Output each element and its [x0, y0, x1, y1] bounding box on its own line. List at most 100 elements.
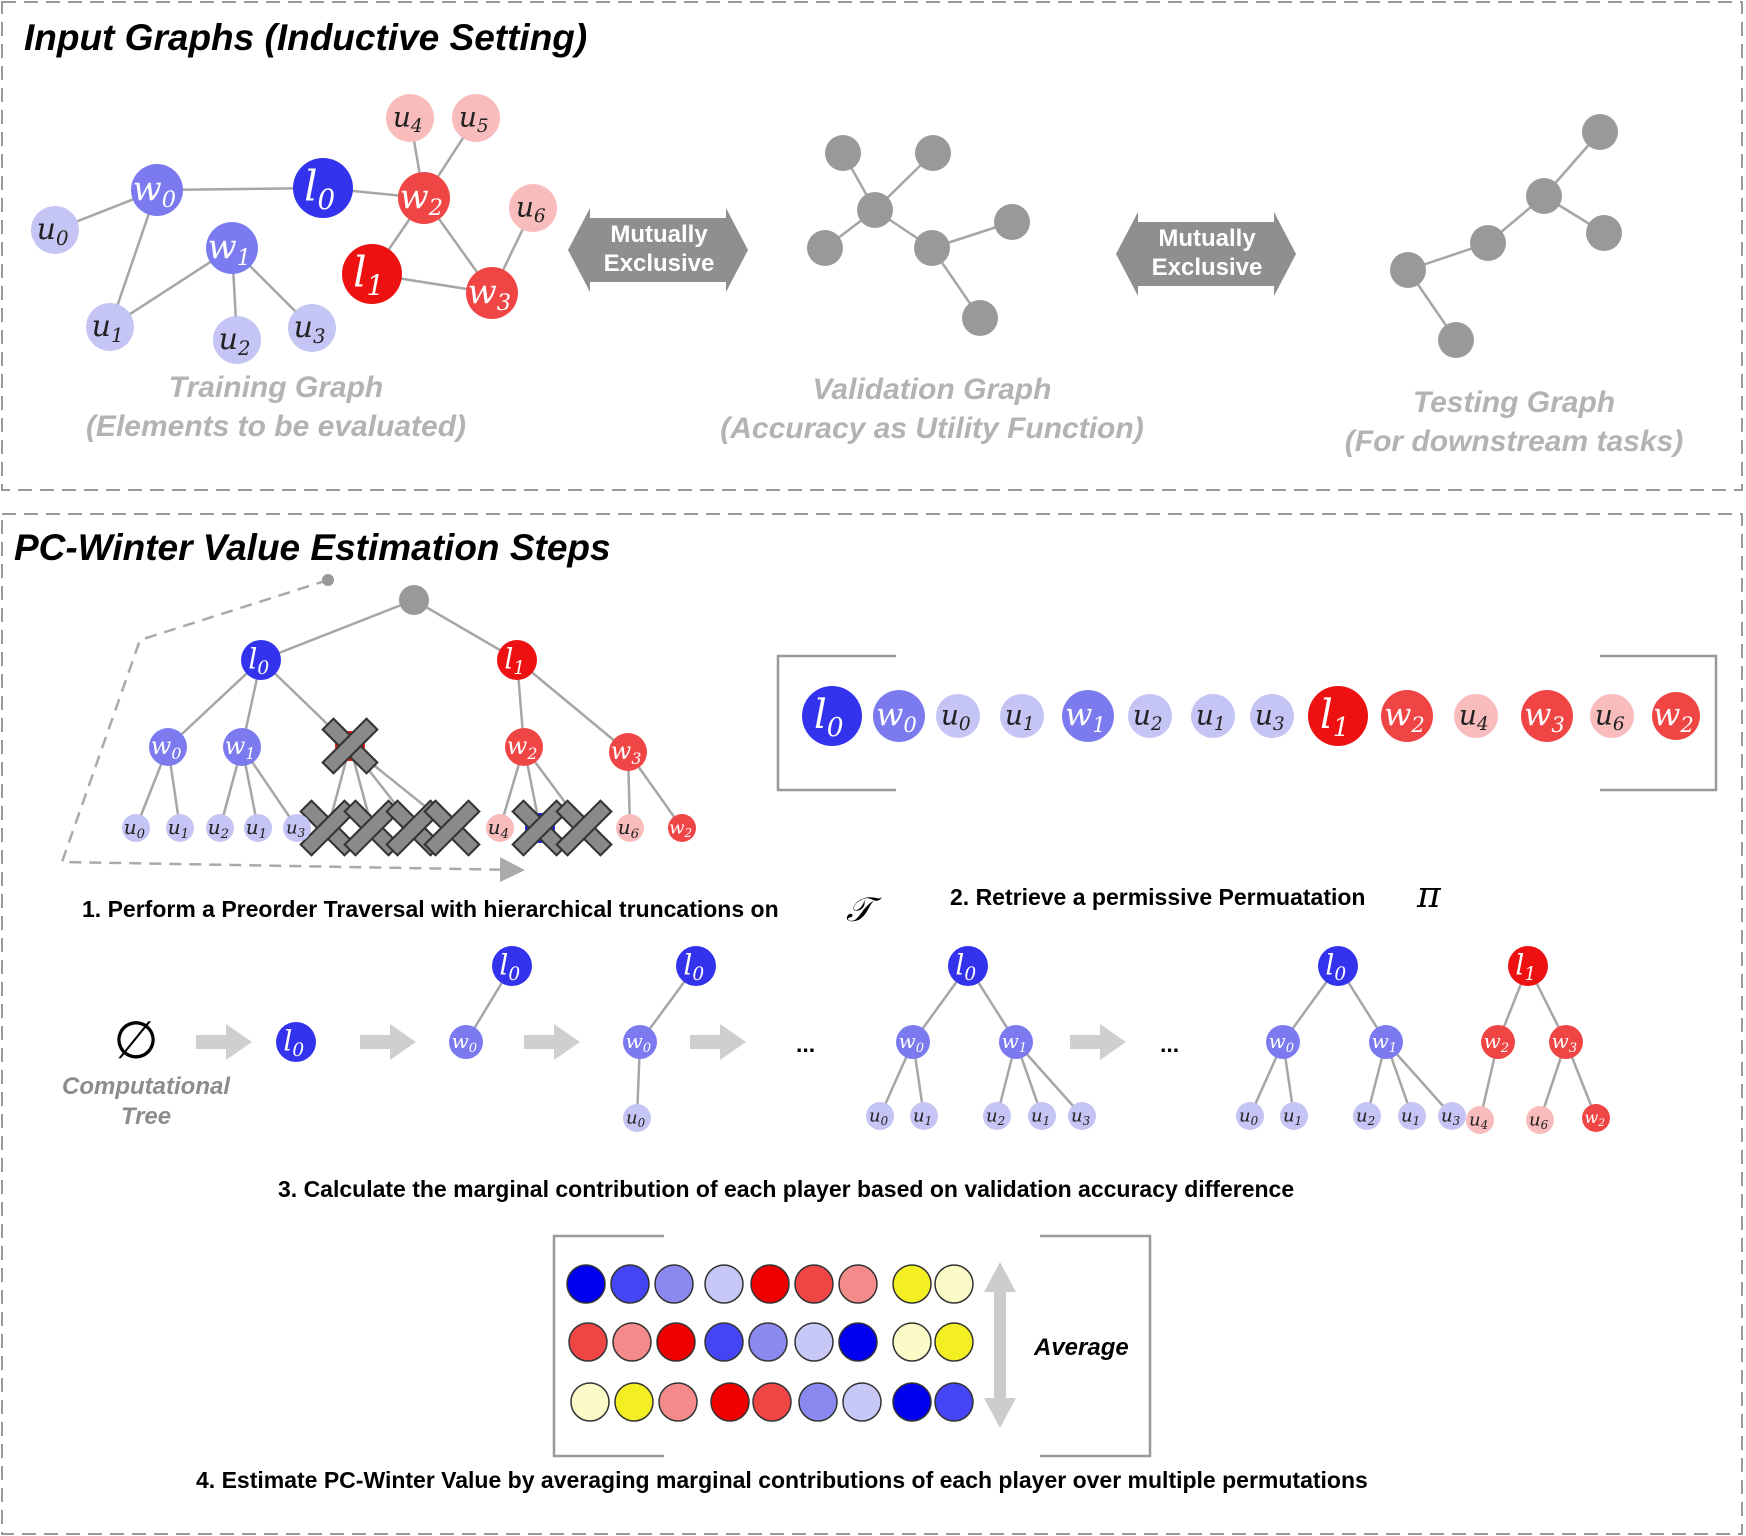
truncation-cross-icon	[423, 799, 481, 857]
validation-node-5	[994, 204, 1030, 240]
seq3-w0: w0	[623, 1025, 657, 1059]
sequence-arrow-icon	[690, 1024, 746, 1060]
step1-node-w2: w2	[505, 728, 543, 766]
truncation-cross-icon	[511, 799, 569, 857]
training-node-u6: u6	[509, 184, 557, 232]
validation-node-6	[962, 300, 998, 336]
seq5-u6: u6	[1526, 1106, 1554, 1134]
truncation-cross-icon	[555, 799, 613, 857]
truncation-cross-icon	[343, 799, 401, 857]
seq4-l0: l0	[948, 946, 988, 986]
step1-leaf-u1: u1	[166, 814, 194, 842]
seq4-w0: w0	[896, 1025, 930, 1059]
training-node-u2: u2	[213, 316, 261, 364]
testing-node-4	[1390, 252, 1426, 288]
validation-node-2	[857, 192, 893, 228]
contribution-circle-r2-c3	[710, 1382, 750, 1422]
permutation-node-2: u0	[936, 694, 980, 738]
permutation-node-11: w3	[1521, 690, 1573, 742]
contribution-circle-r2-c5	[798, 1382, 838, 1422]
edge	[516, 659, 629, 753]
permutation-node-13: w2	[1652, 692, 1700, 740]
training-node-l1: l1	[342, 244, 402, 304]
seq4-leaf-0: u0	[866, 1102, 894, 1130]
training-caption-2: (Elements to be evaluated)	[86, 410, 466, 443]
sequence-arrow-icon	[524, 1024, 580, 1060]
exclusive-label-2b: Exclusive	[1152, 254, 1263, 281]
permutation-node-4: w1	[1062, 690, 1114, 742]
contribution-circle-r2-c8	[934, 1382, 974, 1422]
validation-caption-2: (Accuracy as Utility Function)	[720, 412, 1143, 445]
training-node-u4: u4	[386, 94, 434, 142]
step1-leaf-u2: u2	[206, 814, 234, 842]
seq5-w1: w1	[1369, 1025, 1403, 1059]
step1-text: 1. Perform a Preorder Traversal with hie…	[82, 896, 779, 922]
testing-node-1	[1526, 178, 1562, 214]
step4-text: 4. Estimate PC-Winter Value by averaging…	[196, 1467, 1368, 1493]
sequence-arrow-icon	[196, 1024, 252, 1060]
average-double-arrow	[984, 1262, 1016, 1428]
seq5-l0: l0	[1318, 946, 1358, 986]
seq5-w2: w2	[1481, 1025, 1515, 1059]
step1-leaf-u6: u6	[616, 814, 644, 842]
seq2-l0: l0	[492, 946, 532, 986]
svg-text:w0: w0	[151, 732, 182, 763]
permutation-node-0: l0	[802, 686, 862, 746]
seq5-leaf-0: u0	[1236, 1102, 1264, 1130]
contribution-circle-r0-c5	[794, 1264, 834, 1304]
permutation-node-8: l1	[1308, 686, 1368, 746]
training-node-w0: w0	[131, 164, 183, 216]
permutation-node-1: w0	[873, 690, 925, 742]
step1-node-w0: w0	[149, 728, 187, 766]
training-node-w2: w2	[398, 172, 450, 224]
testing-node-3	[1470, 225, 1506, 261]
contribution-circle-r1-c0	[568, 1322, 608, 1362]
sequence-arrows	[196, 1024, 1126, 1060]
truncation-cross-icon	[299, 799, 357, 857]
ellipsis-1: ...	[796, 1031, 815, 1057]
testing-caption-2: (For downstream tasks)	[1345, 425, 1683, 458]
sequence-trees: l0 l0 w0 l0 w0 u0 l0 w0 w1 u0 u1 u2 u1 u3 l0 w0 w1 u0 u1 u2…	[276, 946, 1610, 1134]
validation-graph	[807, 135, 1030, 336]
contribution-circle-r1-c8	[934, 1322, 974, 1362]
mutually-exclusive-arrow-2: Mutually Exclusive	[1116, 212, 1296, 296]
validation-node-0	[825, 135, 861, 171]
training-node-u3: u3	[288, 304, 336, 352]
testing-node-5	[1438, 322, 1474, 358]
computational-tree-label-2: Tree	[121, 1103, 171, 1130]
permutation-node-10: u4	[1454, 694, 1498, 738]
input-graphs-title: Input Graphs (Inductive Setting)	[24, 17, 587, 58]
training-caption-1: Training Graph	[169, 371, 383, 404]
seq5-w2b: w2	[1582, 1104, 1610, 1132]
contribution-circle-r1-c6	[838, 1322, 878, 1362]
contribution-circle-r0-c4	[750, 1264, 790, 1304]
seq5-w3: w3	[1549, 1025, 1583, 1059]
step1-leaf-u0: u0	[122, 814, 150, 842]
contribution-circle-r0-c2	[654, 1264, 694, 1304]
seq5-l1: l1	[1508, 946, 1548, 986]
contribution-circle-r0-c6	[838, 1264, 878, 1304]
permutation-bracket-right	[1600, 654, 1718, 792]
svg-text:w2: w2	[1384, 696, 1425, 737]
validation-node-3	[807, 230, 843, 266]
input-graphs-panel	[1, 1, 1743, 491]
edge	[167, 659, 262, 748]
step1-truncated-tree: l0 l1 w0 w1 w2 w3 u0 u1 u2 u1 u3 u4 u6 w2	[122, 585, 696, 857]
step2-text: 2. Retrieve a permissive Permuatation	[950, 884, 1365, 910]
empty-set-icon: ∅	[113, 1011, 158, 1071]
seq3-l0: l0	[676, 946, 716, 986]
seq5-leaf-2: u2	[1353, 1102, 1381, 1130]
average-bracket-right	[1040, 1234, 1152, 1458]
step1-node-l0: l0	[241, 640, 281, 680]
contribution-circle-r2-c4	[752, 1382, 792, 1422]
average-label: Average	[1033, 1334, 1129, 1361]
training-node-u5: u5	[452, 94, 500, 142]
validation-node-1	[915, 135, 951, 171]
seq5-w0: w0	[1266, 1025, 1300, 1059]
exclusive-label-2a: Mutually	[1158, 225, 1256, 252]
exclusive-label-1a: Mutually	[610, 221, 708, 248]
contribution-circle-r0-c7	[892, 1264, 932, 1304]
contribution-circle-r0-c8	[934, 1264, 974, 1304]
